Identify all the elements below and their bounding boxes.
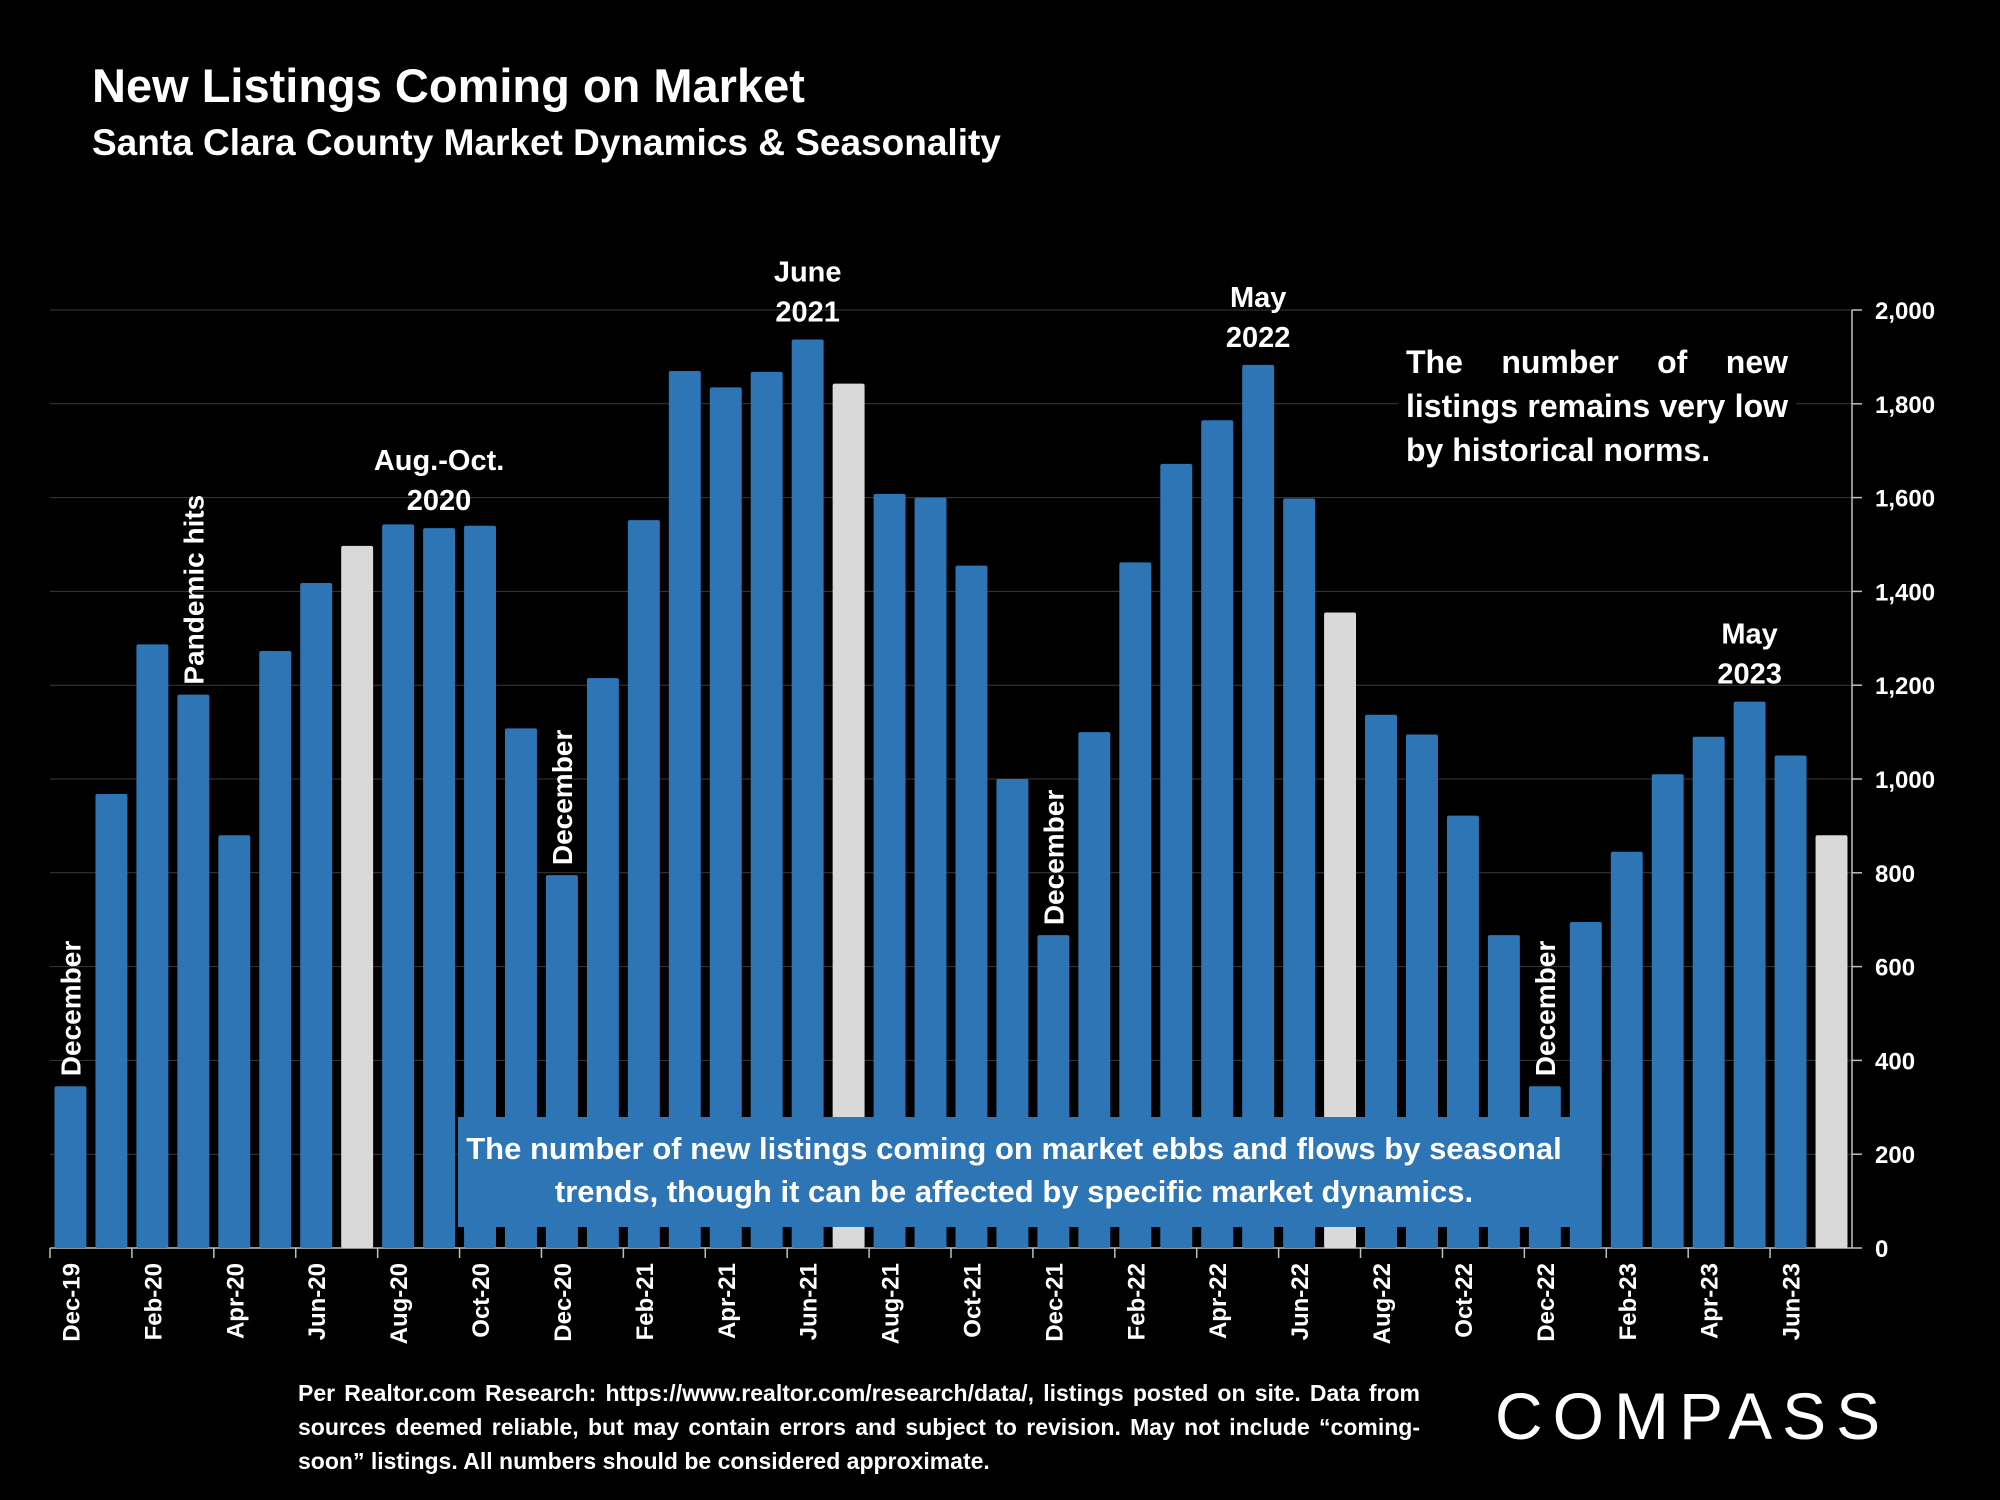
bar [1242, 364, 1275, 1248]
annotation-label: June [774, 257, 842, 289]
annotation-label: 2021 [775, 297, 840, 329]
y-tick-label: 2,000 [1875, 298, 1935, 325]
bar [791, 339, 824, 1248]
y-tick-label: 800 [1875, 861, 1915, 888]
x-tick-label: Dec-19 [58, 1263, 85, 1342]
bar [914, 497, 947, 1249]
x-tick-label: Dec-20 [550, 1263, 577, 1342]
annotation-label: December [547, 730, 578, 866]
bar [1610, 851, 1643, 1248]
y-tick-label: 1,000 [1875, 767, 1935, 794]
x-tick-label: Dec-21 [1041, 1263, 1068, 1342]
x-tick-label: Apr-20 [222, 1263, 249, 1339]
bar [627, 520, 660, 1248]
bar [1569, 922, 1602, 1248]
annotation-label: 2022 [1226, 322, 1291, 354]
y-tick-label: 0 [1875, 1236, 1888, 1263]
x-tick-label: Aug-21 [878, 1263, 905, 1344]
bar [1365, 714, 1397, 1248]
annotation-label: December [1530, 941, 1561, 1077]
annotation-label: 2023 [1717, 659, 1782, 691]
annotation-label: May [1230, 282, 1286, 314]
bar [955, 565, 988, 1248]
x-tick-label: Dec-22 [1533, 1263, 1560, 1342]
bar [300, 582, 333, 1248]
bar [382, 524, 415, 1248]
x-tick-label: Oct-22 [1451, 1263, 1478, 1338]
annotation-label: Pandemic hits [178, 495, 209, 685]
bar [54, 1086, 87, 1248]
callout-low-listings: The number of new listings remains very … [1398, 336, 1796, 476]
bar [586, 678, 619, 1248]
chart-subtitle: Santa Clara County Market Dynamics & Sea… [92, 122, 1001, 163]
bar [873, 493, 906, 1248]
y-tick-label: 600 [1875, 955, 1915, 982]
source-footnote: Per Realtor.com Research: https://www.re… [298, 1380, 1420, 1474]
y-tick-label: 1,200 [1875, 673, 1935, 700]
bar [423, 528, 456, 1248]
x-tick-label: Apr-22 [1205, 1263, 1232, 1339]
y-tick-label: 1,600 [1875, 486, 1935, 513]
bar [709, 387, 742, 1248]
bar [218, 835, 251, 1248]
x-tick-label: Apr-23 [1697, 1263, 1724, 1339]
x-tick-label: Aug-20 [386, 1263, 413, 1344]
bar [177, 694, 210, 1248]
bar [464, 525, 496, 1248]
annotation-label: December [1038, 790, 1069, 926]
bar [95, 794, 128, 1248]
x-tick-label: Feb-21 [632, 1263, 659, 1340]
x-tick-label: Jun-23 [1779, 1263, 1806, 1340]
bar [259, 650, 292, 1248]
x-tick-label: Oct-21 [959, 1263, 986, 1338]
x-tick-label: Feb-20 [140, 1263, 167, 1340]
compass-logo: COMPASS [1495, 1379, 1891, 1453]
x-tick-label: Jun-22 [1287, 1263, 1314, 1340]
y-tick-label: 1,800 [1875, 392, 1935, 419]
chart-title: New Listings Coming on Market [92, 59, 805, 112]
annotation-label: December [55, 941, 86, 1077]
bar [341, 545, 374, 1248]
bar [1733, 701, 1766, 1248]
y-tick-label: 400 [1875, 1048, 1915, 1075]
bar [750, 371, 783, 1249]
x-tick-label: Apr-21 [714, 1263, 741, 1339]
x-tick-label: Feb-23 [1615, 1263, 1642, 1340]
x-tick-label: Jun-21 [796, 1263, 823, 1340]
callout-seasonality: The number of new listings coming on mar… [458, 1117, 1570, 1227]
x-tick-label: Aug-22 [1369, 1263, 1396, 1344]
x-tick-label: Oct-20 [468, 1263, 495, 1338]
bar [136, 644, 169, 1248]
bar [1160, 463, 1193, 1248]
annotation-label: May [1721, 619, 1777, 651]
bar [1815, 835, 1848, 1248]
bar [832, 383, 865, 1248]
y-tick-label: 1,400 [1875, 579, 1935, 606]
bar [1201, 420, 1234, 1249]
annotation-label: 2020 [407, 485, 472, 517]
bar [1283, 498, 1316, 1249]
x-tick-label: Feb-22 [1123, 1263, 1150, 1340]
annotation-label: Aug.-Oct. [374, 445, 505, 477]
bar [1774, 755, 1807, 1248]
bar [1119, 562, 1152, 1248]
bar [668, 370, 701, 1249]
bar [1324, 612, 1357, 1248]
bar [1692, 736, 1725, 1248]
bar [1651, 774, 1684, 1248]
y-tick-label: 200 [1875, 1142, 1915, 1169]
x-tick-label: Jun-20 [304, 1263, 331, 1340]
